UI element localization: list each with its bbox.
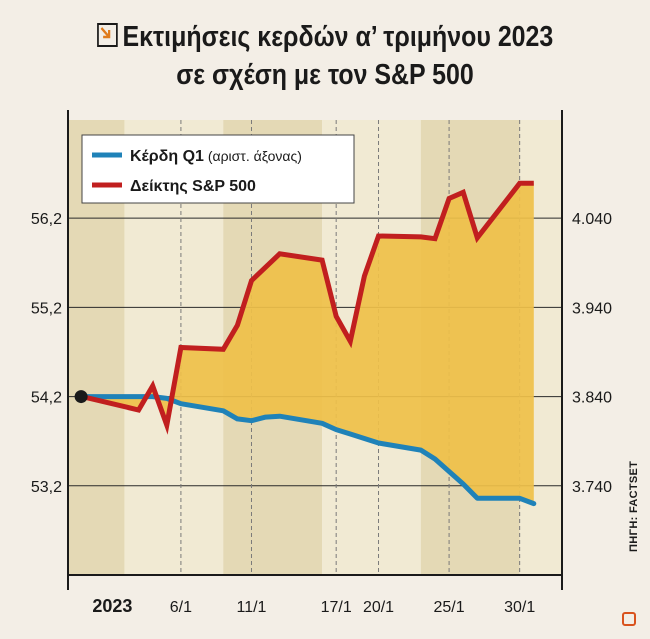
x-tick-label: 20/1	[363, 599, 394, 616]
x-tick-label: 30/1	[504, 599, 535, 616]
left-tick-label: 55,2	[31, 300, 62, 317]
legend-box	[81, 134, 355, 204]
section-arrow-icon	[96, 23, 118, 48]
left-tick-label: 54,2	[31, 390, 62, 407]
chart-title: Εκτιμήσεις κερδών α’ τριμήνου 2023 σε σχ…	[0, 18, 650, 94]
x-tick-label: 2023	[92, 596, 132, 616]
chart-title-line-2: σε σχέση με τον S&P 500	[176, 59, 474, 91]
x-tick-label: 6/1	[170, 599, 192, 616]
x-tick-label: 25/1	[434, 599, 465, 616]
x-tick-label: 11/1	[237, 599, 267, 616]
gap-area	[82, 183, 534, 504]
source-label: ΠΗΓΗ: FACTSET	[628, 460, 640, 552]
title-text-1: Εκτιμήσεις κερδών α’ τριμήνου 2023	[122, 21, 554, 53]
right-tick-label: 3.940	[572, 300, 612, 317]
chart-title-line-1: Εκτιμήσεις κερδών α’ τριμήνου 2023	[46, 18, 605, 56]
start-point-marker	[74, 390, 88, 404]
legend-item-sp500-label: Δείκτης S&P 500	[130, 178, 256, 195]
left-tick-label: 56,2	[31, 211, 62, 228]
series-line-sp500	[81, 180, 534, 435]
publisher-logo-icon	[622, 612, 636, 626]
series-line-earnings	[79, 394, 537, 507]
legend-item-earnings-label: Κέρδη Q1 (αριστ. άξονας)	[130, 148, 302, 165]
x-tick-label: 17/1	[321, 599, 352, 616]
right-tick-label: 4.040	[572, 211, 612, 228]
left-tick-label: 53,2	[31, 479, 62, 496]
right-tick-label: 3.840	[572, 390, 612, 407]
right-tick-label: 3.740	[572, 479, 612, 496]
legend: Κέρδη Q1 (αριστ. άξονας) Δείκτης S&P 500	[81, 134, 355, 204]
